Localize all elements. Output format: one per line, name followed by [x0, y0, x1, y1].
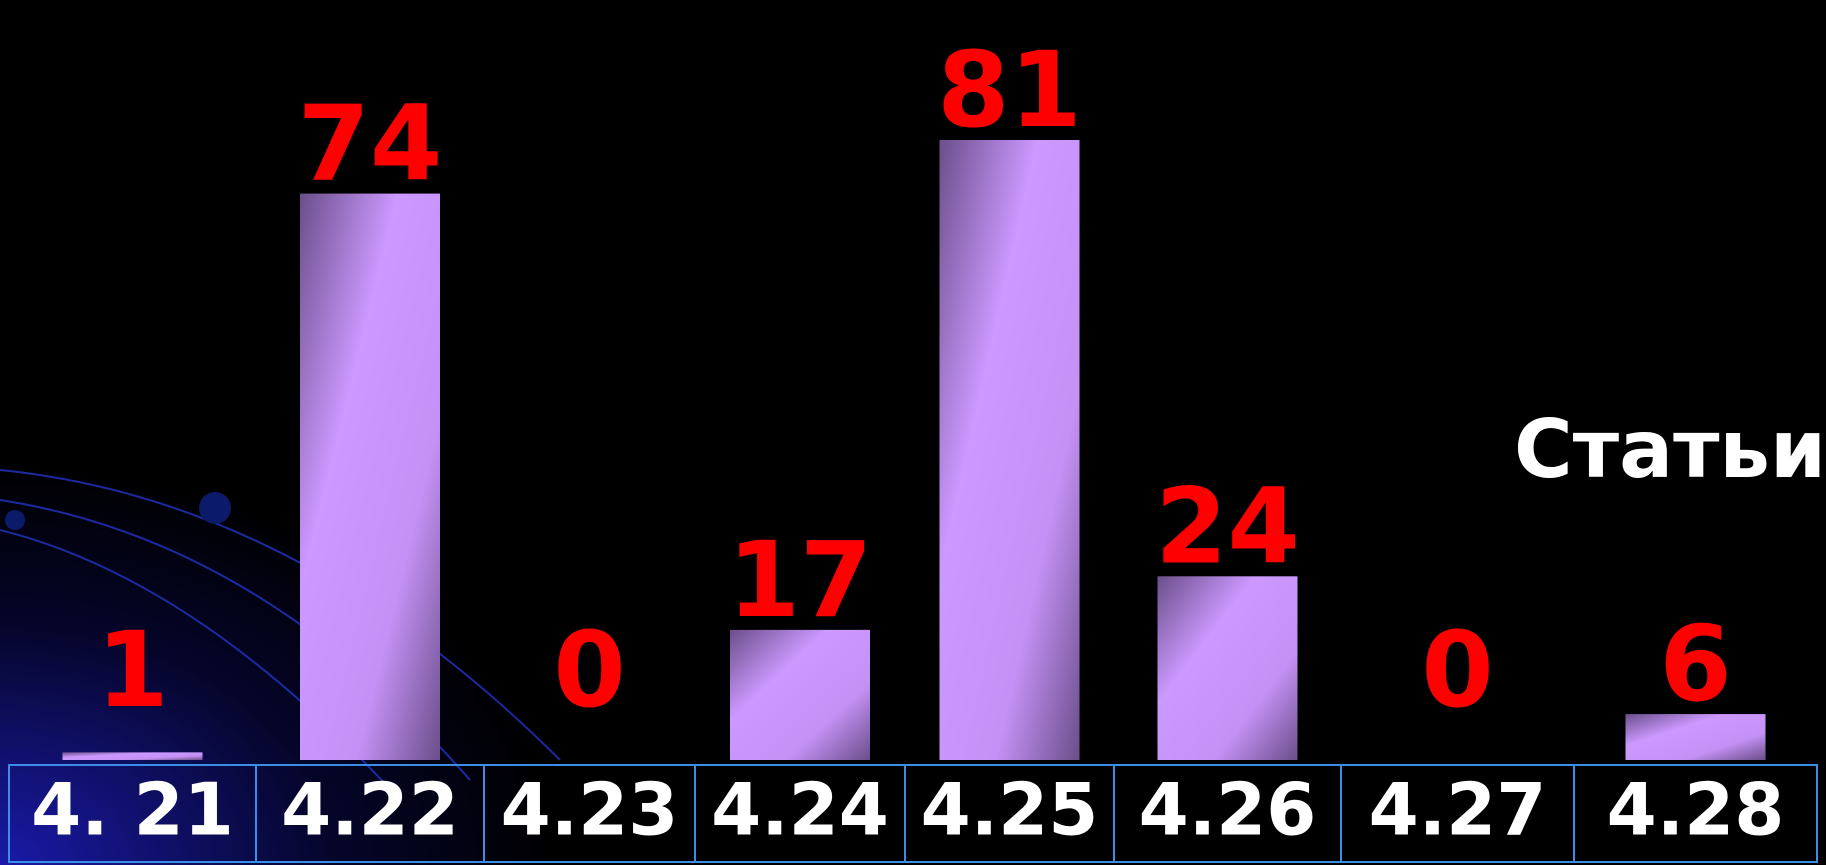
category-label: 4. 21 — [31, 768, 234, 852]
decor-dot — [199, 492, 231, 524]
annotation: Статьи — [1514, 403, 1826, 496]
bar — [1625, 714, 1766, 760]
value-label: 0 — [1421, 609, 1493, 731]
value-label: 6 — [1659, 603, 1731, 725]
value-label: 74 — [298, 83, 443, 205]
value-label: 81 — [937, 29, 1082, 151]
category-label: 4.26 — [1139, 768, 1317, 852]
category-label: 4.25 — [921, 768, 1099, 852]
category-label: 4.24 — [711, 768, 889, 852]
bar — [1157, 576, 1298, 760]
value-label: 24 — [1155, 465, 1300, 587]
category-label: 4.23 — [501, 768, 679, 852]
decor-dot — [5, 510, 25, 530]
value-label: 0 — [553, 609, 625, 731]
bar — [730, 629, 870, 760]
category-label: 4.28 — [1607, 768, 1785, 852]
category-row — [8, 764, 1818, 863]
bar — [62, 752, 203, 760]
bar — [939, 140, 1080, 760]
bar — [300, 193, 440, 760]
value-label: 17 — [728, 519, 873, 641]
category-label: 4.22 — [281, 768, 459, 852]
category-label: 4.27 — [1369, 768, 1547, 852]
value-label: 1 — [96, 609, 168, 731]
